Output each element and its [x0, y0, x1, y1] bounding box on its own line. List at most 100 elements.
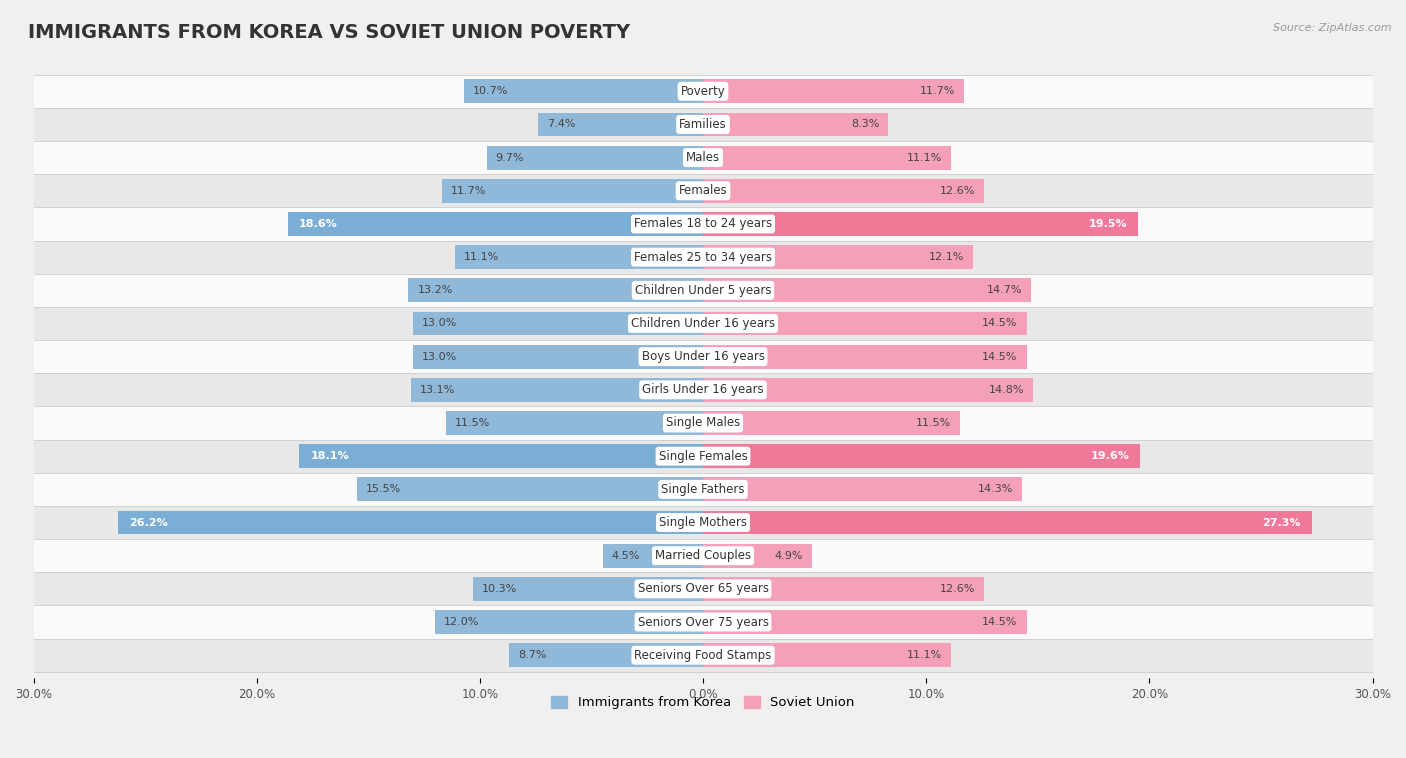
- Text: 14.5%: 14.5%: [983, 352, 1018, 362]
- Bar: [703, 478, 1022, 501]
- Text: 8.3%: 8.3%: [851, 120, 879, 130]
- Bar: [357, 478, 703, 501]
- Text: IMMIGRANTS FROM KOREA VS SOVIET UNION POVERTY: IMMIGRANTS FROM KOREA VS SOVIET UNION PO…: [28, 23, 630, 42]
- Bar: [34, 373, 1372, 406]
- Text: Boys Under 16 years: Boys Under 16 years: [641, 350, 765, 363]
- Text: Families: Families: [679, 118, 727, 131]
- Bar: [34, 75, 1372, 108]
- Text: 14.8%: 14.8%: [988, 385, 1025, 395]
- Bar: [603, 543, 703, 568]
- Text: 10.7%: 10.7%: [474, 86, 509, 96]
- Text: 27.3%: 27.3%: [1263, 518, 1301, 528]
- Bar: [34, 539, 1372, 572]
- Bar: [411, 378, 703, 402]
- Text: Females 25 to 34 years: Females 25 to 34 years: [634, 251, 772, 264]
- Bar: [538, 112, 703, 136]
- Bar: [703, 212, 1139, 236]
- Bar: [703, 179, 984, 202]
- Text: 4.5%: 4.5%: [612, 550, 640, 561]
- Text: 14.3%: 14.3%: [977, 484, 1014, 494]
- Bar: [34, 572, 1372, 606]
- Text: 14.7%: 14.7%: [987, 285, 1022, 296]
- Bar: [703, 378, 1033, 402]
- Text: Source: ZipAtlas.com: Source: ZipAtlas.com: [1274, 23, 1392, 33]
- Bar: [456, 245, 703, 269]
- Bar: [34, 141, 1372, 174]
- Bar: [703, 345, 1026, 368]
- Bar: [703, 610, 1026, 634]
- Text: 14.5%: 14.5%: [983, 617, 1018, 627]
- Text: 7.4%: 7.4%: [547, 120, 575, 130]
- Bar: [474, 577, 703, 601]
- Bar: [703, 644, 950, 667]
- Bar: [34, 307, 1372, 340]
- Text: Single Fathers: Single Fathers: [661, 483, 745, 496]
- Bar: [413, 312, 703, 336]
- Text: Females: Females: [679, 184, 727, 197]
- Bar: [703, 245, 973, 269]
- Text: 4.9%: 4.9%: [775, 550, 803, 561]
- Text: 11.1%: 11.1%: [907, 152, 942, 163]
- Bar: [703, 411, 960, 435]
- Bar: [486, 146, 703, 170]
- Bar: [703, 444, 1140, 468]
- Bar: [34, 506, 1372, 539]
- Bar: [34, 638, 1372, 672]
- Text: 11.7%: 11.7%: [451, 186, 486, 196]
- Text: 19.5%: 19.5%: [1088, 219, 1128, 229]
- Bar: [703, 511, 1312, 534]
- Bar: [34, 240, 1372, 274]
- Bar: [34, 108, 1372, 141]
- Text: 11.1%: 11.1%: [464, 252, 499, 262]
- Bar: [464, 80, 703, 103]
- Bar: [509, 644, 703, 667]
- Bar: [436, 610, 703, 634]
- Bar: [118, 511, 703, 534]
- Bar: [703, 146, 950, 170]
- Bar: [34, 606, 1372, 638]
- Text: 26.2%: 26.2%: [129, 518, 169, 528]
- Text: Single Males: Single Males: [666, 416, 740, 430]
- Text: Single Mothers: Single Mothers: [659, 516, 747, 529]
- Text: 15.5%: 15.5%: [366, 484, 401, 494]
- Bar: [288, 212, 703, 236]
- Text: 19.6%: 19.6%: [1091, 451, 1129, 461]
- Text: 11.5%: 11.5%: [915, 418, 950, 428]
- Bar: [408, 278, 703, 302]
- Bar: [703, 80, 965, 103]
- Text: 11.7%: 11.7%: [920, 86, 955, 96]
- Text: Girls Under 16 years: Girls Under 16 years: [643, 384, 763, 396]
- Text: 11.5%: 11.5%: [456, 418, 491, 428]
- Text: Children Under 16 years: Children Under 16 years: [631, 317, 775, 330]
- Text: Receiving Food Stamps: Receiving Food Stamps: [634, 649, 772, 662]
- Text: 14.5%: 14.5%: [983, 318, 1018, 328]
- Bar: [34, 406, 1372, 440]
- Text: 11.1%: 11.1%: [907, 650, 942, 660]
- Text: Females 18 to 24 years: Females 18 to 24 years: [634, 218, 772, 230]
- Text: 10.3%: 10.3%: [482, 584, 517, 594]
- Text: Married Couples: Married Couples: [655, 550, 751, 562]
- Bar: [446, 411, 703, 435]
- Text: 12.6%: 12.6%: [939, 584, 976, 594]
- Bar: [34, 440, 1372, 473]
- Text: 13.1%: 13.1%: [419, 385, 454, 395]
- Bar: [299, 444, 703, 468]
- Legend: Immigrants from Korea, Soviet Union: Immigrants from Korea, Soviet Union: [546, 691, 860, 715]
- Text: 12.0%: 12.0%: [444, 617, 479, 627]
- Bar: [34, 174, 1372, 208]
- Text: 9.7%: 9.7%: [495, 152, 524, 163]
- Text: Children Under 5 years: Children Under 5 years: [634, 283, 772, 297]
- Bar: [34, 274, 1372, 307]
- Text: 13.0%: 13.0%: [422, 318, 457, 328]
- Bar: [703, 543, 813, 568]
- Bar: [703, 312, 1026, 336]
- Text: 18.6%: 18.6%: [299, 219, 337, 229]
- Text: Males: Males: [686, 151, 720, 164]
- Text: 12.6%: 12.6%: [939, 186, 976, 196]
- Bar: [413, 345, 703, 368]
- Text: 12.1%: 12.1%: [929, 252, 965, 262]
- Text: 13.2%: 13.2%: [418, 285, 453, 296]
- Bar: [703, 278, 1031, 302]
- Bar: [441, 179, 703, 202]
- Bar: [703, 112, 889, 136]
